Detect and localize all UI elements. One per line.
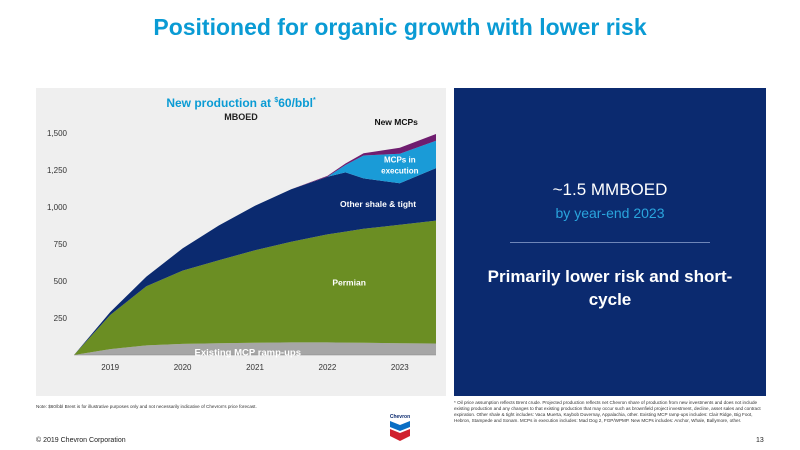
y-tick-label: 1,250 — [47, 166, 68, 175]
chart-panel: New production at $60/bbl* MBOED 250 500 7… — [36, 88, 446, 396]
series-label-existing: Existing MCP ramp-ups — [195, 347, 301, 358]
y-tick-label: 750 — [54, 240, 68, 249]
callout-headline: ~1.5 MMBOED — [552, 180, 668, 199]
series-area-mcps_execution — [74, 140, 436, 355]
logo-text: Chevron — [390, 414, 410, 420]
series-label-mcps-execution: MCPs in execution — [381, 156, 418, 176]
y-tick-label: 1,000 — [47, 203, 68, 212]
x-tick-label: 2022 — [319, 363, 337, 372]
series-area-other_shale — [74, 168, 436, 355]
callout-panel: ~1.5 MMBOED by year-end 2023 Primarily l… — [454, 88, 766, 396]
x-tick-label: 2023 — [391, 363, 409, 372]
chart-title-price: 60/bbl — [278, 96, 313, 110]
y-tick-label: 250 — [54, 314, 68, 323]
x-tick-label: 2020 — [174, 363, 192, 372]
slide-title: Positioned for organic growth with lower… — [153, 14, 647, 40]
series-label-other_shale: Other shale & tight — [340, 199, 416, 209]
footnote-right: * Oil price assumption reflects Brent cr… — [454, 400, 761, 423]
production-area-chart: 250 500 750 1,000 1,250 1,500 2019 2020 2021 2022… — [47, 117, 436, 372]
copyright: © 2019 Chevron Corporation — [36, 437, 126, 444]
chart-title: New production at $60/bbl* — [36, 96, 446, 110]
series-label-permian: Permian — [332, 277, 366, 287]
y-tick-label: 500 — [54, 277, 68, 286]
x-tick-label: 2019 — [101, 363, 119, 372]
x-tick-label: 2021 — [246, 363, 264, 372]
callout-statement: Primarily lower risk and short-cycle — [487, 267, 733, 309]
callout-divider — [510, 242, 710, 243]
chevron-logo-icon: Chevron — [390, 414, 410, 441]
footnote-left: Note: $60/bbl Brent is for illustrative … — [36, 404, 257, 409]
callout-subline: by year-end 2023 — [555, 205, 665, 221]
series-area-existing — [74, 342, 436, 355]
y-tick-label: 1,500 — [47, 129, 68, 138]
chart-unit-label: MBOED — [224, 112, 258, 122]
page-number: 13 — [756, 437, 764, 444]
series-label-new_mcps: New MCPs — [374, 117, 418, 127]
series-area-permian — [74, 220, 436, 355]
chart-title-star: * — [312, 97, 316, 104]
chart-title-text: New production at — [166, 96, 271, 110]
chart-title-dollar: $ — [274, 97, 279, 104]
